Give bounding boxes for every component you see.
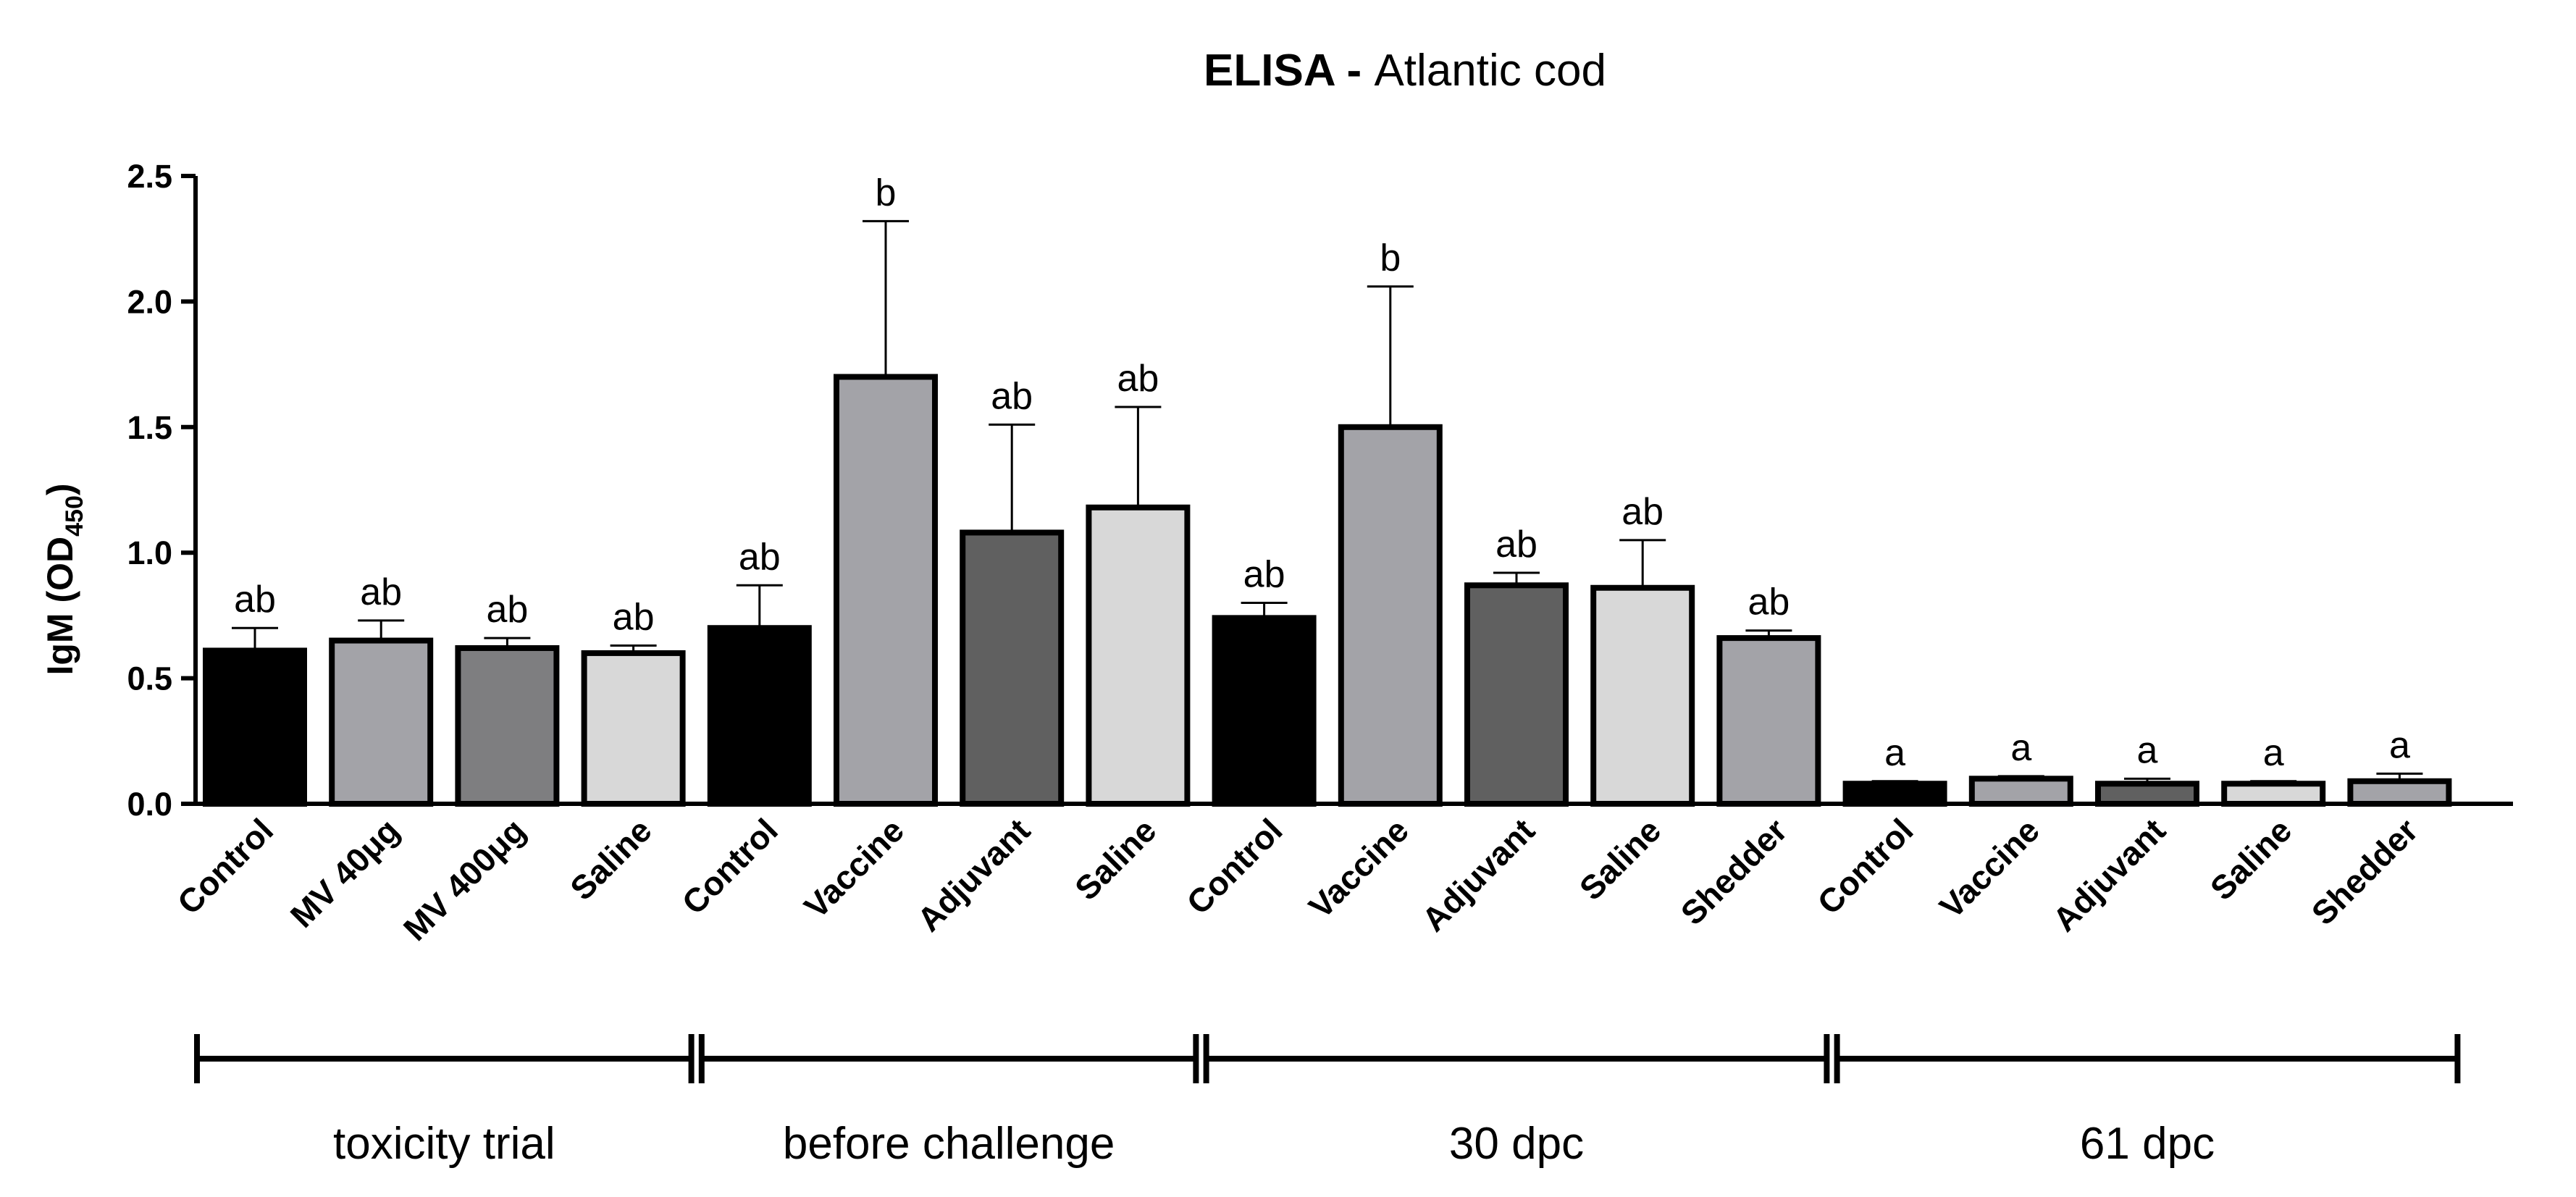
significance-label: a [2137, 729, 2158, 771]
category-label: Control [1179, 811, 1289, 921]
significance-label: b [1380, 238, 1401, 280]
bar [1212, 615, 1317, 807]
y-tick-label: 0.5 [127, 660, 172, 697]
bar [1338, 424, 1443, 807]
category-label: Adjuvant [910, 811, 1037, 938]
bar [834, 374, 938, 807]
category-label: Control [674, 811, 784, 921]
bar [329, 637, 434, 807]
bar [2095, 781, 2199, 807]
category-label: MV 40μg [283, 811, 407, 935]
category-label: Shedder [1674, 811, 1795, 932]
category-label: Adjuvant [1414, 811, 1542, 938]
y-tick-label: 2.5 [127, 158, 172, 195]
group-label: 30 dpc [1449, 1119, 1584, 1169]
category-label: Saline [1572, 811, 1669, 907]
bar [455, 644, 560, 807]
category-label: Saline [1067, 811, 1164, 907]
category-label: Shedder [2304, 811, 2425, 932]
significance-label: b [876, 172, 897, 214]
y-tick-label: 0.0 [127, 786, 172, 823]
bar [581, 650, 686, 807]
significance-label: ab [613, 597, 655, 639]
chart-title: ELISA - Atlantic cod [1204, 46, 1606, 96]
y-axis-label-close: ) [40, 483, 80, 495]
category-label: Control [170, 811, 280, 921]
significance-label: a [2389, 724, 2410, 766]
chart-title-separator: - [1334, 46, 1374, 96]
y-axis-label-main: IgM (OD [40, 537, 80, 676]
y-axis-ticks: 0.0 0.5 1.0 1.5 2.0 2.5 [127, 158, 196, 823]
bar [1968, 776, 2073, 807]
y-tick-label: 2.0 [127, 283, 172, 320]
significance-label: ab [1117, 358, 1159, 400]
bar [2347, 778, 2452, 807]
group-brackets: toxicity trial before challenge 30 dpc 61 d… [194, 1034, 2461, 1169]
bar [1842, 781, 1947, 807]
category-label: Adjuvant [2045, 811, 2173, 938]
y-axis-label-subscript: 450 [61, 495, 88, 537]
bar [960, 529, 1065, 807]
bar [1590, 584, 1695, 807]
significance-label: ab [1621, 491, 1664, 533]
group-label: 61 dpc [2080, 1119, 2215, 1169]
significance-label: ab [1495, 524, 1537, 566]
significance-label: a [2010, 727, 2031, 769]
y-tick-label: 1.0 [127, 534, 172, 571]
significance-label: a [1884, 732, 1905, 774]
bar [2221, 781, 2326, 807]
chart-title-rest: Atlantic cod [1374, 46, 1606, 96]
y-tick-label: 1.5 [127, 409, 172, 446]
significance-label: ab [1748, 581, 1790, 623]
group-label: before challenge [783, 1119, 1115, 1169]
significance-label: ab [234, 579, 276, 621]
bar [707, 625, 812, 807]
significance-label: ab [739, 536, 781, 578]
bar [1716, 635, 1821, 807]
significance-label: ab [991, 375, 1033, 417]
category-label: Control [1810, 811, 1920, 921]
category-label: Vaccine [797, 811, 911, 925]
significance-label: ab [360, 571, 402, 613]
category-label: Saline [563, 811, 659, 907]
category-label: Vaccine [1301, 811, 1416, 925]
y-axis-label: IgM (OD450) [40, 483, 88, 675]
category-label: Saline [2203, 811, 2299, 907]
chart-title-bold: ELISA [1204, 46, 1335, 96]
significance-label: ab [1243, 554, 1285, 596]
group-label: toxicity trial [333, 1119, 555, 1169]
significance-label: ab [486, 589, 528, 631]
category-label: MV 400μg [396, 811, 533, 948]
category-label: Vaccine [1932, 811, 2047, 925]
bar [1464, 582, 1569, 807]
bar [203, 647, 307, 807]
significance-label: a [2263, 732, 2284, 774]
bar [1086, 504, 1191, 807]
